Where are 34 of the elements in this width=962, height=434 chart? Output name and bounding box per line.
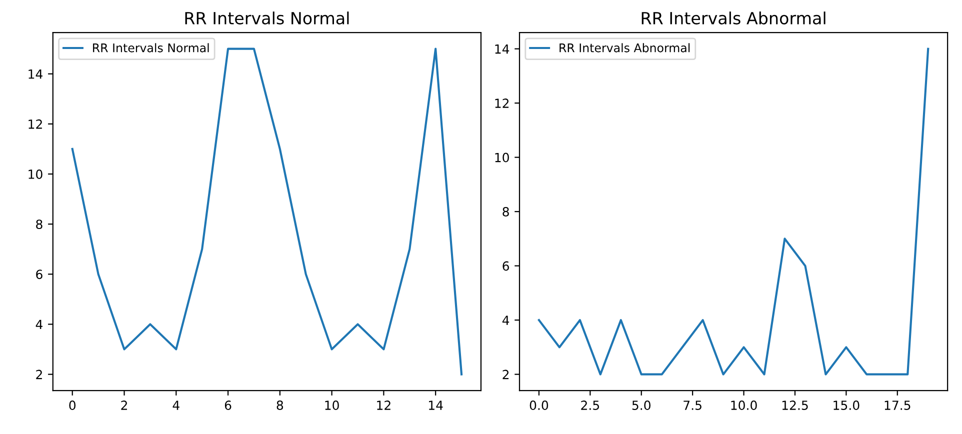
x-tick-label: 12	[377, 400, 390, 410]
x-tick-label: 4	[172, 400, 180, 410]
y-tick-label: 2	[36, 370, 42, 380]
y-tick-label: 10	[495, 152, 509, 162]
y-tick-label: 10	[28, 169, 42, 179]
x-tick-label: 14	[428, 400, 443, 410]
x-tick-label: 10	[325, 400, 339, 410]
x-tick-label: 15.0	[834, 400, 860, 410]
legend-label: RR Intervals Normal	[93, 43, 209, 52]
x-tick-label: 0.0	[530, 400, 548, 410]
y-tick-label: 12	[495, 98, 509, 108]
x-tick-label: 2	[121, 400, 127, 410]
x-tick-label: 12.5	[782, 400, 808, 410]
chart-title: RR Intervals Normal	[185, 12, 349, 24]
x-tick-label: 6	[224, 400, 232, 410]
x-tick-label: 7.5	[684, 400, 702, 410]
y-tick-label: 12	[28, 119, 42, 129]
x-tick-label: 5.0	[632, 400, 650, 410]
y-tick-label: 2	[502, 370, 509, 380]
x-tick-label: 10.0	[731, 400, 757, 410]
x-tick-label: 17.5	[884, 400, 910, 410]
y-tick-label: 6	[36, 270, 42, 280]
x-tick-label: 2.5	[581, 400, 600, 410]
y-tick-label: 4	[502, 316, 510, 325]
x-tick-label: 8	[276, 400, 284, 410]
y-tick-label: 6	[502, 261, 509, 271]
y-tick-label: 8	[502, 207, 509, 216]
x-tick-label: 0	[69, 400, 76, 410]
y-tick-label: 4	[36, 320, 42, 329]
legend-label: RR Intervals Abnormal	[560, 43, 690, 52]
y-tick-label: 14	[28, 70, 42, 79]
y-tick-label: 14	[495, 44, 510, 54]
chart-title: RR Intervals Abnormal	[642, 12, 826, 24]
y-tick-label: 8	[36, 220, 42, 230]
